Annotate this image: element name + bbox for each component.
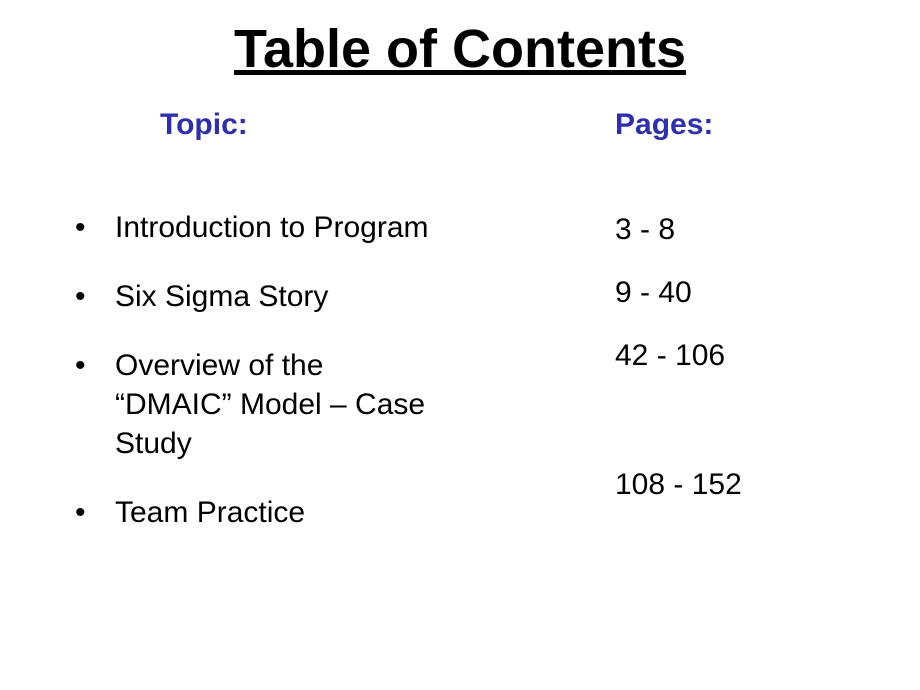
topic-item: Team Practice: [75, 493, 445, 532]
topic-item: Overview of the “DMAIC” Model – Case Stu…: [75, 346, 445, 463]
page-title: Table of Contents: [0, 0, 920, 80]
page-range: 9 - 40: [615, 273, 742, 312]
topic-item: Introduction to Program: [75, 208, 445, 247]
page-range: 3 - 8: [615, 210, 742, 249]
pages-list: 3 - 8 9 - 40 42 - 106 108 - 152: [615, 210, 742, 504]
topic-column-header: Topic:: [160, 108, 248, 142]
page-range: 42 - 106: [615, 336, 742, 375]
topics-list: Introduction to Program Six Sigma Story …: [75, 208, 445, 562]
topic-item: Six Sigma Story: [75, 277, 445, 316]
page-range: 108 - 152: [615, 465, 742, 504]
pages-column-header: Pages:: [615, 108, 713, 142]
